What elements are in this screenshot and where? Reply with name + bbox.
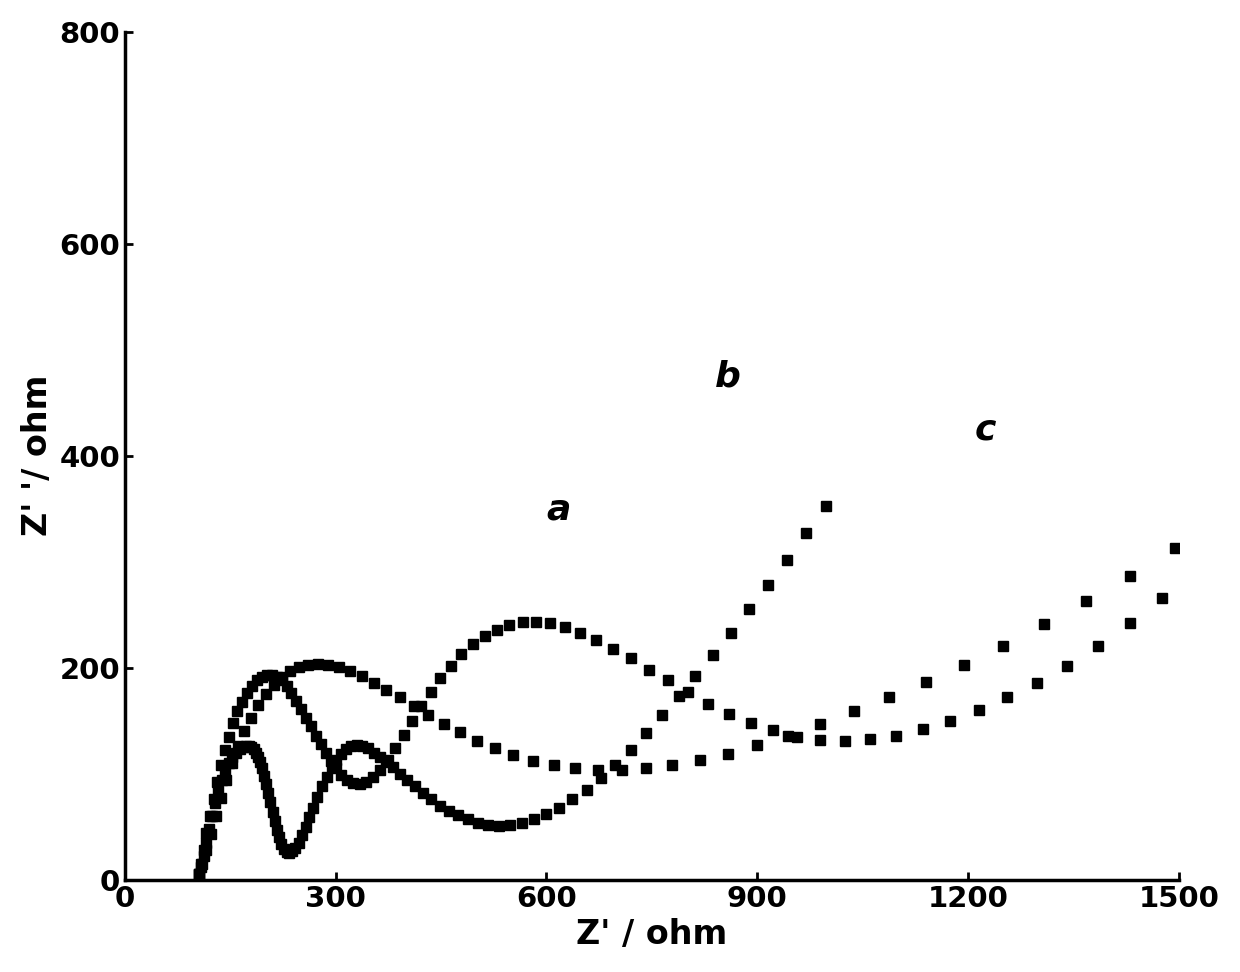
Text: a: a <box>547 493 570 527</box>
Y-axis label: Z' '/ ohm: Z' '/ ohm <box>21 375 53 537</box>
X-axis label: Z' / ohm: Z' / ohm <box>577 919 728 952</box>
Text: c: c <box>975 413 997 447</box>
Text: b: b <box>715 360 742 394</box>
